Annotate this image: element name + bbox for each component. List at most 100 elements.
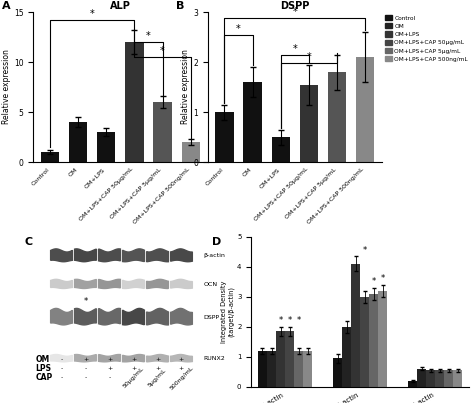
- Text: 5μg/mL: 5μg/mL: [147, 368, 168, 388]
- Y-axis label: Integrated Density
(target/β-actin): Integrated Density (target/β-actin): [221, 281, 234, 343]
- Text: *: *: [287, 316, 292, 325]
- Polygon shape: [51, 355, 73, 362]
- Bar: [69, 122, 87, 162]
- Text: +: +: [131, 357, 136, 362]
- Bar: [342, 327, 351, 387]
- Text: *: *: [83, 297, 88, 306]
- Bar: [300, 85, 318, 162]
- Polygon shape: [146, 355, 168, 362]
- Polygon shape: [171, 279, 192, 289]
- Legend: Control, OM, OM+LPS, OM+LPS+CAP 50μg/mL, OM+LPS+CAP 5μg/mL, OM+LPS+CAP 500ng/mL: Control, OM, OM+LPS, OM+LPS+CAP 50μg/mL,…: [385, 15, 468, 62]
- Text: OM: OM: [36, 355, 50, 364]
- Polygon shape: [74, 308, 96, 325]
- Bar: [294, 351, 303, 387]
- Text: *: *: [160, 46, 165, 56]
- Text: -: -: [109, 375, 110, 380]
- Text: *: *: [292, 7, 297, 17]
- Text: *: *: [90, 9, 95, 19]
- Bar: [445, 370, 454, 387]
- Polygon shape: [146, 308, 168, 325]
- Bar: [436, 370, 445, 387]
- Text: A: A: [2, 1, 10, 11]
- Polygon shape: [99, 308, 120, 325]
- Text: OCN: OCN: [203, 282, 218, 287]
- Text: *: *: [296, 316, 301, 325]
- Text: +: +: [179, 357, 184, 362]
- Bar: [154, 102, 172, 162]
- Polygon shape: [171, 308, 192, 325]
- Bar: [328, 72, 346, 162]
- Text: *: *: [372, 277, 376, 287]
- Polygon shape: [99, 355, 120, 362]
- Text: B: B: [176, 1, 184, 11]
- Text: -: -: [60, 375, 63, 380]
- Bar: [378, 291, 387, 387]
- Polygon shape: [146, 279, 168, 289]
- Bar: [333, 358, 342, 387]
- Text: *: *: [278, 316, 283, 325]
- Polygon shape: [171, 249, 192, 262]
- Text: +: +: [131, 366, 136, 372]
- Text: β-actin: β-actin: [203, 253, 225, 258]
- Polygon shape: [123, 308, 145, 325]
- Title: ALP: ALP: [110, 1, 131, 11]
- Bar: [244, 82, 262, 162]
- Polygon shape: [51, 279, 73, 289]
- Polygon shape: [171, 355, 192, 362]
- Text: RUNX2: RUNX2: [203, 356, 225, 361]
- Text: +: +: [107, 357, 112, 362]
- Text: +: +: [83, 357, 88, 362]
- Text: 500ng/mL: 500ng/mL: [169, 365, 194, 391]
- Polygon shape: [123, 279, 145, 289]
- Bar: [427, 370, 436, 387]
- Text: *: *: [307, 52, 311, 62]
- Text: D: D: [212, 237, 221, 247]
- Bar: [267, 351, 276, 387]
- Text: -: -: [84, 375, 87, 380]
- Bar: [369, 294, 378, 387]
- Bar: [215, 112, 234, 162]
- Text: C: C: [25, 237, 33, 247]
- Bar: [285, 331, 294, 387]
- Bar: [125, 42, 144, 162]
- Bar: [303, 351, 312, 387]
- Text: DSPP: DSPP: [203, 315, 219, 320]
- Text: +: +: [155, 366, 160, 372]
- Text: -: -: [60, 366, 63, 372]
- Bar: [360, 297, 369, 387]
- Polygon shape: [74, 279, 96, 289]
- Bar: [351, 264, 360, 387]
- Text: *: *: [146, 31, 151, 41]
- Polygon shape: [74, 355, 96, 362]
- Text: +: +: [179, 366, 184, 372]
- Y-axis label: Relative expression: Relative expression: [181, 50, 190, 125]
- Text: +: +: [155, 357, 160, 362]
- Text: *: *: [381, 274, 385, 283]
- Polygon shape: [99, 279, 120, 289]
- Text: LPS: LPS: [36, 364, 51, 374]
- Polygon shape: [123, 249, 145, 262]
- Text: 50μg/mL: 50μg/mL: [122, 366, 145, 389]
- Polygon shape: [99, 249, 120, 262]
- Polygon shape: [146, 249, 168, 262]
- Polygon shape: [51, 308, 73, 325]
- Bar: [97, 132, 116, 162]
- Text: *: *: [292, 44, 297, 54]
- Bar: [272, 137, 290, 162]
- Bar: [258, 351, 267, 387]
- Bar: [418, 369, 427, 387]
- Polygon shape: [51, 249, 73, 262]
- Bar: [41, 152, 59, 162]
- Text: *: *: [363, 246, 367, 255]
- Bar: [454, 370, 463, 387]
- Text: +: +: [107, 366, 112, 372]
- Bar: [182, 142, 200, 162]
- Text: -: -: [60, 357, 63, 362]
- Text: CAP: CAP: [36, 374, 53, 382]
- Y-axis label: Relative expression: Relative expression: [2, 50, 11, 125]
- Bar: [356, 57, 374, 162]
- Bar: [409, 381, 418, 387]
- Title: DSPP: DSPP: [280, 1, 310, 11]
- Text: *: *: [236, 24, 241, 33]
- Polygon shape: [123, 355, 145, 362]
